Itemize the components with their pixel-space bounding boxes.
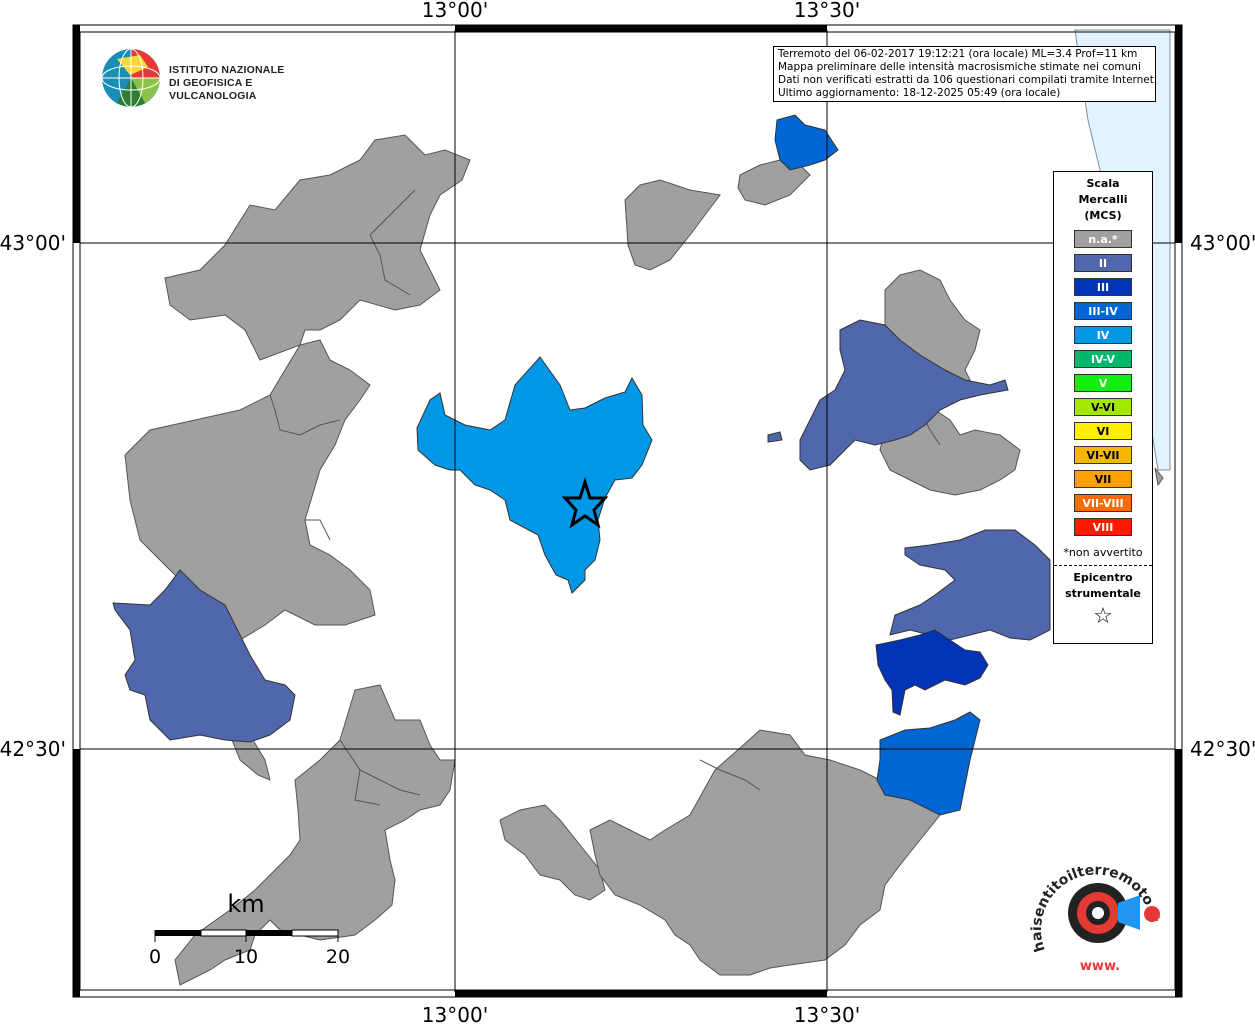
scale-bar: km 0 10 20 bbox=[149, 890, 350, 968]
legend-item: V-VI bbox=[1074, 398, 1132, 416]
legend-star-icon: ☆ bbox=[1093, 604, 1113, 629]
axis-right-label-1: 43°00' bbox=[1190, 231, 1255, 255]
legend-item: VII bbox=[1074, 470, 1132, 488]
ingv-globe-icon bbox=[101, 48, 161, 108]
legend-item: IV-V bbox=[1074, 350, 1132, 368]
event-info-line2: Mappa preliminare delle intensità macros… bbox=[778, 61, 1141, 73]
scale-bar-tick-10: 10 bbox=[234, 946, 258, 968]
legend-item: III bbox=[1074, 278, 1132, 296]
municipality-intensity-IV bbox=[416, 356, 653, 594]
axis-bottom-label-1: 13°00' bbox=[422, 1003, 488, 1024]
municipalities-not-felt bbox=[124, 134, 1164, 986]
municipality-intensity-III bbox=[875, 629, 989, 716]
legend-epicentre-line1: Epicentro bbox=[1073, 571, 1133, 584]
legend-title-line1: Scala bbox=[1086, 177, 1120, 190]
scale-bar-unit: km bbox=[227, 890, 264, 918]
legend-item: III-IV bbox=[1074, 302, 1132, 320]
axis-right-label-2: 42°30' bbox=[1190, 737, 1255, 761]
legend-item: VI bbox=[1074, 422, 1132, 440]
axis-left-label-1: 43°00' bbox=[0, 231, 66, 255]
municipalities-intensity-III-IV bbox=[774, 114, 981, 816]
axis-top-label-1: 13°00' bbox=[422, 0, 488, 22]
legend-item: V bbox=[1074, 374, 1132, 392]
event-info-box: Terremoto del 06-02-2017 19:12:21 (ora l… bbox=[773, 46, 1158, 102]
legend-title-line3: (MCS) bbox=[1084, 209, 1122, 222]
scale-bar-tick-0: 0 bbox=[149, 946, 161, 968]
graticule bbox=[80, 30, 1175, 992]
legend-item: VI-VII bbox=[1074, 446, 1132, 464]
legend-item: n.a.* bbox=[1074, 230, 1132, 248]
scale-bar-tick-20: 20 bbox=[326, 946, 350, 968]
event-info-line3: Dati non verificati estratti da 106 ques… bbox=[778, 74, 1158, 86]
axis-top-label-2: 13°30' bbox=[794, 0, 860, 22]
haisentito-logo-www: www. bbox=[1080, 959, 1120, 974]
event-info-line1: Terremoto del 06-02-2017 19:12:21 (ora l… bbox=[778, 48, 1138, 60]
epicentre-star bbox=[561, 476, 609, 529]
internal-boundaries bbox=[269, 189, 941, 806]
ingv-name-line2: DI GEOFISICA E VULCANOLOGIA bbox=[169, 77, 257, 102]
legend-epicentre-line2: strumentale bbox=[1065, 587, 1141, 600]
haisentito-logo: haisentitoilterremoto.it www. bbox=[1030, 862, 1163, 974]
legend-note: *non avvertito bbox=[1063, 546, 1143, 559]
legend-item: VII-VIII bbox=[1074, 494, 1132, 512]
municipalities-intensity-II bbox=[112, 319, 1051, 743]
axis-bottom-label-2: 13°30' bbox=[794, 1003, 860, 1024]
map-frame bbox=[72, 24, 1183, 998]
legend-item: II bbox=[1074, 254, 1132, 272]
legend-title-line2: Mercalli bbox=[1078, 193, 1128, 206]
axis-left-label-2: 42°30' bbox=[0, 737, 66, 761]
ingv-logo: ISTITUTO NAZIONALE DI GEOFISICA E VULCAN… bbox=[100, 47, 340, 109]
event-info-line4: Ultimo aggiornamento: 18-12-2025 05:49 (… bbox=[778, 87, 1061, 99]
ingv-name-line1: ISTITUTO NAZIONALE bbox=[169, 64, 285, 76]
legend-separator bbox=[1054, 565, 1152, 566]
legend-item: VIII bbox=[1074, 518, 1132, 536]
mcs-legend: Scala Mercalli (MCS) n.a.* II III III-IV IV I… bbox=[1053, 171, 1153, 644]
legend-items: n.a.* II III III-IV IV IV-V V V-VI VI VI-VII VII VI… bbox=[1054, 230, 1152, 536]
legend-item: IV bbox=[1074, 326, 1132, 344]
